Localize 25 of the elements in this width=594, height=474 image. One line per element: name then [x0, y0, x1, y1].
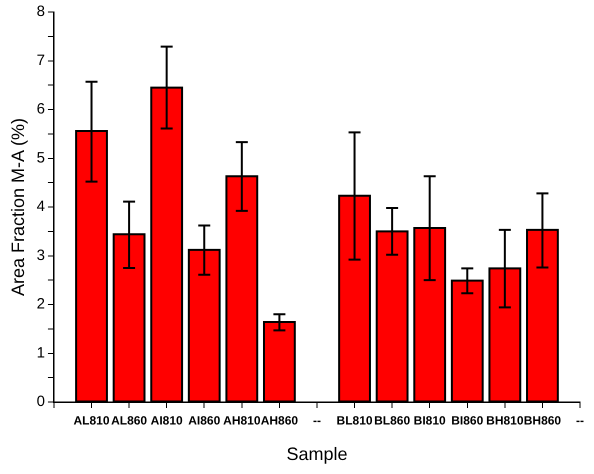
x-tick-label: AL860 [111, 414, 148, 428]
y-tick-label: 7 [36, 52, 45, 69]
x-axis-title: Sample [286, 444, 348, 464]
y-tick-label: 1 [36, 344, 45, 362]
y-axis-title: Area Fraction M-A (%) [8, 118, 28, 296]
x-tick-label: AH810 [223, 414, 261, 428]
y-tick-label: 8 [36, 3, 45, 20]
y-tick-label: 3 [36, 246, 45, 264]
y-tick-label: 0 [36, 393, 45, 410]
y-tick-label: 4 [36, 198, 45, 216]
x-tick-label: BI860 [451, 414, 484, 428]
x-tick-label: -- [312, 414, 321, 428]
x-tick-label: BH810 [486, 414, 524, 428]
y-tick-label: 5 [36, 149, 45, 166]
x-tick-label: AI860 [188, 414, 221, 428]
y-tick-label: 6 [36, 100, 45, 118]
y-tick-label: 2 [36, 296, 45, 313]
x-tick-label: BH860 [524, 414, 562, 428]
x-tick-label: AI810 [150, 414, 183, 428]
x-tick-label: BI810 [414, 414, 446, 428]
x-tick-label: -- [576, 414, 584, 428]
x-tick-label: AL810 [74, 414, 110, 428]
x-tick-label: AH860 [260, 414, 298, 428]
x-tick-label: BL810 [336, 414, 373, 428]
x-tick-label: BL860 [374, 414, 410, 428]
